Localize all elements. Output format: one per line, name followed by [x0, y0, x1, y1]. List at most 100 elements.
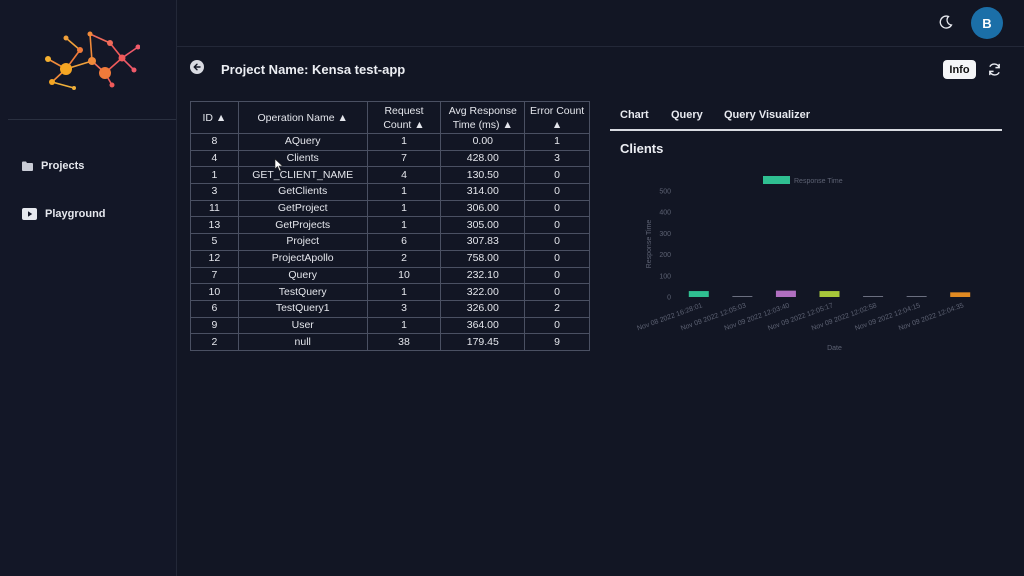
network-logo[interactable]	[40, 30, 140, 92]
column-header-avg-response-time[interactable]: Avg Response Time (ms) ▲	[440, 101, 526, 134]
play-icon	[22, 208, 37, 220]
table-row[interactable]: 4 Clients 7 428.00 3	[190, 149, 590, 168]
panel-title: Clients	[620, 141, 664, 156]
cell-error-count: 0	[524, 199, 590, 218]
cell-request-count: 10	[366, 266, 442, 285]
cell-operation-name: GetProjects	[237, 216, 368, 235]
chart-bar	[732, 296, 753, 297]
chart-bar	[688, 291, 709, 297]
table-row[interactable]: 9 User 1 364.00 0	[190, 316, 590, 335]
cell-id: 2	[190, 333, 239, 351]
response-time-chart: Response Time 500 400 300 200 100 0 Response Ti…	[636, 176, 971, 352]
table-row[interactable]: 3 GetClients 1 314.00 0	[190, 183, 590, 201]
y-tick-label: 0	[667, 295, 671, 302]
table-row[interactable]: 6 TestQuery1 3 326.00 2	[190, 299, 590, 318]
mouse-cursor-icon	[274, 158, 284, 172]
moon-icon[interactable]	[938, 14, 954, 30]
cell-error-count: 0	[524, 266, 590, 285]
column-header-request-count[interactable]: Request Count ▲	[366, 101, 442, 134]
cell-request-count: 1	[366, 283, 442, 301]
cell-error-count: 3	[524, 149, 590, 168]
cell-operation-name: AQuery	[237, 133, 368, 151]
column-header-id[interactable]: ID ▲	[190, 101, 239, 134]
back-button[interactable]	[190, 60, 204, 74]
chart-bar	[906, 296, 927, 297]
cell-avg-response-time: 307.83	[440, 233, 526, 251]
sidebar-item-playground[interactable]: Playground	[22, 208, 106, 220]
legend-label: Response Time	[794, 178, 843, 185]
cell-error-count: 2	[524, 299, 590, 318]
cell-operation-name: User	[237, 316, 368, 335]
sidebar-item-label: Projects	[41, 160, 85, 172]
table-row[interactable]: 7 Query 10 232.10 0	[190, 266, 590, 285]
cell-error-count: 9	[524, 333, 590, 351]
cell-operation-name: GetProject	[237, 199, 368, 218]
cell-request-count: 38	[366, 333, 442, 351]
cell-request-count: 2	[366, 249, 442, 268]
tab-chart[interactable]: Chart	[620, 109, 649, 121]
cell-id: 3	[190, 183, 239, 201]
sidebar-item-projects[interactable]: Projects	[22, 160, 84, 172]
folder-icon	[22, 161, 33, 171]
tab-bar: Chart Query Query Visualizer	[610, 102, 1002, 131]
cell-request-count: 1	[366, 199, 442, 218]
table-body: 8 AQuery 1 0.00 1 4 Clients 7 428.00 3 1 GET_CLIENT…	[190, 133, 590, 351]
chart-bar	[950, 292, 971, 297]
refresh-icon[interactable]	[987, 62, 1002, 77]
table-row[interactable]: 13 GetProjects 1 305.00 0	[190, 216, 590, 235]
table-header-row: ID ▲ Operation Name ▲ Request Count ▲ Avg…	[190, 101, 590, 134]
cell-error-count: 0	[524, 249, 590, 268]
cell-request-count: 1	[366, 133, 442, 151]
cell-id: 8	[190, 133, 239, 151]
cell-operation-name: Query	[237, 266, 368, 285]
avatar[interactable]: B	[971, 7, 1003, 39]
cell-avg-response-time: 0.00	[440, 133, 526, 151]
cell-error-count: 0	[524, 233, 590, 251]
table-row[interactable]: 1 GET_CLIENT_NAME 4 130.50 0	[190, 166, 590, 185]
column-header-error-count[interactable]: Error Count ▲	[524, 101, 590, 134]
cell-request-count: 4	[366, 166, 442, 185]
cell-avg-response-time: 306.00	[440, 199, 526, 218]
cell-id: 9	[190, 316, 239, 335]
page-title: Project Name: Kensa test-app	[221, 62, 406, 77]
table-row[interactable]: 2 null 38 179.45 9	[190, 333, 590, 351]
table-row[interactable]: 8 AQuery 1 0.00 1	[190, 133, 590, 151]
cell-request-count: 7	[366, 149, 442, 168]
table-row[interactable]: 12 ProjectApollo 2 758.00 0	[190, 249, 590, 268]
cell-avg-response-time: 364.00	[440, 316, 526, 335]
tab-query-visualizer[interactable]: Query Visualizer	[724, 109, 811, 121]
sidebar-divider	[8, 119, 176, 120]
cell-error-count: 0	[524, 316, 590, 335]
cell-avg-response-time: 130.50	[440, 166, 526, 185]
cell-operation-name: ProjectApollo	[237, 249, 368, 268]
cell-operation-name: GET_CLIENT_NAME	[237, 166, 368, 185]
cell-id: 1	[190, 166, 239, 185]
table-row[interactable]: 10 TestQuery 1 322.00 0	[190, 283, 590, 301]
cell-request-count: 1	[366, 216, 442, 235]
cell-avg-response-time: 314.00	[440, 183, 526, 201]
tab-query[interactable]: Query	[671, 109, 703, 121]
cell-operation-name: TestQuery	[237, 283, 368, 301]
column-header-operation-name[interactable]: Operation Name ▲	[237, 101, 368, 134]
cell-operation-name: Clients	[237, 149, 368, 168]
cell-avg-response-time: 758.00	[440, 249, 526, 268]
cell-avg-response-time: 179.45	[440, 333, 526, 351]
table-row[interactable]: 11 GetProject 1 306.00 0	[190, 199, 590, 218]
cell-error-count: 0	[524, 166, 590, 185]
cell-request-count: 1	[366, 183, 442, 201]
cell-error-count: 0	[524, 183, 590, 201]
cell-operation-name: Project	[237, 233, 368, 251]
cell-request-count: 6	[366, 233, 442, 251]
cell-avg-response-time: 428.00	[440, 149, 526, 168]
table-row[interactable]: 5 Project 6 307.83 0	[190, 233, 590, 251]
cell-id: 11	[190, 199, 239, 218]
cell-avg-response-time: 322.00	[440, 283, 526, 301]
cell-operation-name: TestQuery1	[237, 299, 368, 318]
chart-bar	[819, 291, 840, 297]
cell-avg-response-time: 326.00	[440, 299, 526, 318]
cell-id: 13	[190, 216, 239, 235]
cell-id: 4	[190, 149, 239, 168]
cell-id: 7	[190, 266, 239, 285]
info-button[interactable]: Info	[943, 60, 976, 79]
cell-id: 6	[190, 299, 239, 318]
